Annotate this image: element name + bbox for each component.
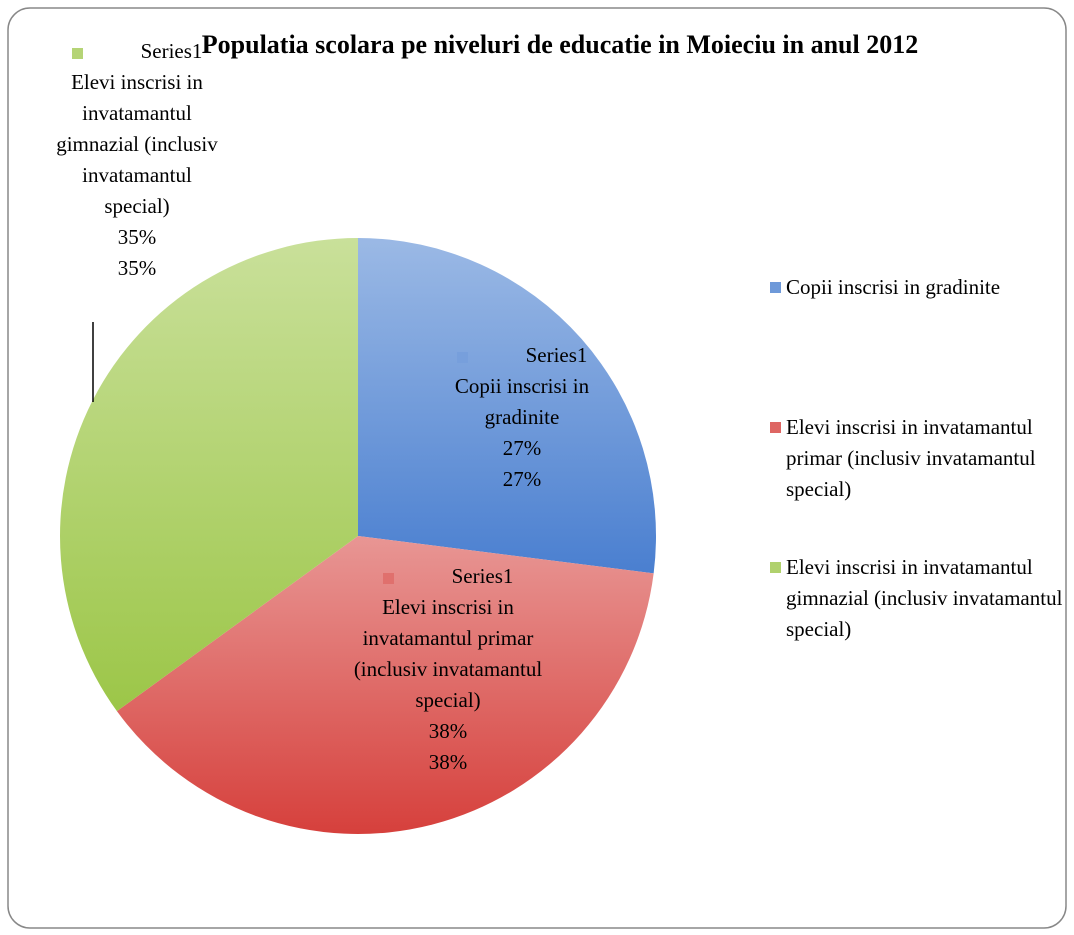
data-label: Series1 Elevi inscrisi in invatamantul gi…: [48, 36, 226, 284]
legend-item: Elevi inscrisi in invatamantul primar (i…: [770, 412, 1074, 505]
label-marker: [71, 47, 83, 59]
legend-swatch: [770, 562, 781, 573]
label-percent: 27%: [502, 467, 542, 491]
label-percent: 27%: [502, 436, 542, 460]
legend-text: Copii inscrisi in gradinite: [786, 275, 1001, 299]
data-label: Series1 Elevi inscrisi in invatamantul pr…: [353, 561, 543, 778]
pie-slice: [59, 237, 359, 712]
label-head: Series1: [427, 340, 617, 371]
pie-slice: [358, 238, 656, 574]
legend-item: Elevi inscrisi in invatamantul gimnazial…: [770, 552, 1074, 645]
label-percent: 35%: [117, 225, 157, 249]
label-marker: [382, 572, 394, 584]
pie: [59, 237, 656, 835]
chart-title: Populatia scolara pe niveluri de educati…: [201, 30, 919, 59]
legend-text: Elevi inscrisi in invatamantul primar (i…: [786, 415, 1036, 501]
label-head: Series1: [353, 561, 543, 592]
label-percent: 35%: [117, 256, 157, 280]
legend-text: Elevi inscrisi in invatamantul gimnazial…: [786, 555, 1063, 641]
label-category: Elevi inscrisi in invatamantul gimnazial…: [56, 70, 218, 218]
legend-swatch: [770, 282, 781, 293]
pie-slice: [116, 536, 654, 835]
data-label: Series1 Copii inscrisi in gradinite 27% 27%: [427, 340, 617, 495]
legend-item: Copii inscrisi in gradinite: [770, 272, 1074, 303]
label-percent: 38%: [428, 719, 468, 743]
label-category: Elevi inscrisi in invatamantul primar (i…: [353, 595, 543, 712]
label-series: Series1: [140, 39, 203, 63]
label-percent: 38%: [428, 750, 468, 774]
label-series: Series1: [451, 564, 514, 588]
label-marker: [456, 351, 468, 363]
legend-swatch: [770, 422, 781, 433]
label-head: Series1: [48, 36, 226, 67]
label-series: Series1: [525, 343, 588, 367]
label-category: Copii inscrisi in gradinite: [454, 374, 590, 429]
